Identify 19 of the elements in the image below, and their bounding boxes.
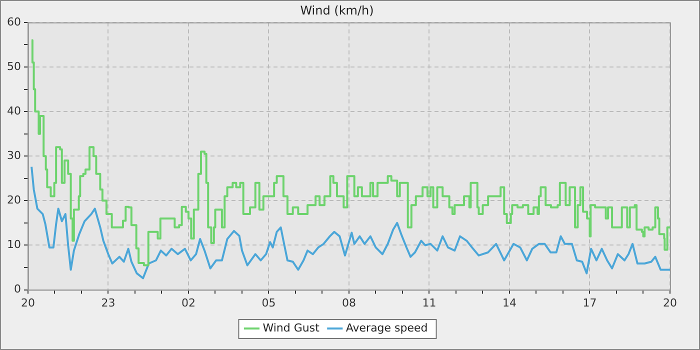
y-tick-label: 0 bbox=[14, 282, 21, 296]
x-tick-label: 02 bbox=[182, 296, 196, 310]
legend-label: Average speed bbox=[346, 321, 428, 334]
x-tick-label: 20 bbox=[20, 296, 35, 310]
y-tick-label: 10 bbox=[6, 238, 21, 252]
y-tick-label: 60 bbox=[6, 15, 21, 28]
x-tick-label: 11 bbox=[422, 296, 436, 310]
y-tick-label: 30 bbox=[6, 148, 21, 162]
y-tick-label: 20 bbox=[6, 194, 21, 207]
legend-label: Wind Gust bbox=[262, 321, 320, 334]
x-tick-label: 05 bbox=[262, 296, 276, 310]
x-tick-label: 20 bbox=[663, 296, 677, 310]
x-tick-label: 08 bbox=[342, 296, 356, 310]
y-tick-label: 50 bbox=[6, 60, 21, 73]
x-tick-label: 14 bbox=[502, 296, 516, 310]
x-tick-label: 23 bbox=[101, 296, 116, 310]
chart-title: Wind (km/h) bbox=[300, 3, 374, 18]
y-tick-label: 40 bbox=[6, 104, 21, 118]
x-tick-label: 17 bbox=[582, 296, 597, 310]
